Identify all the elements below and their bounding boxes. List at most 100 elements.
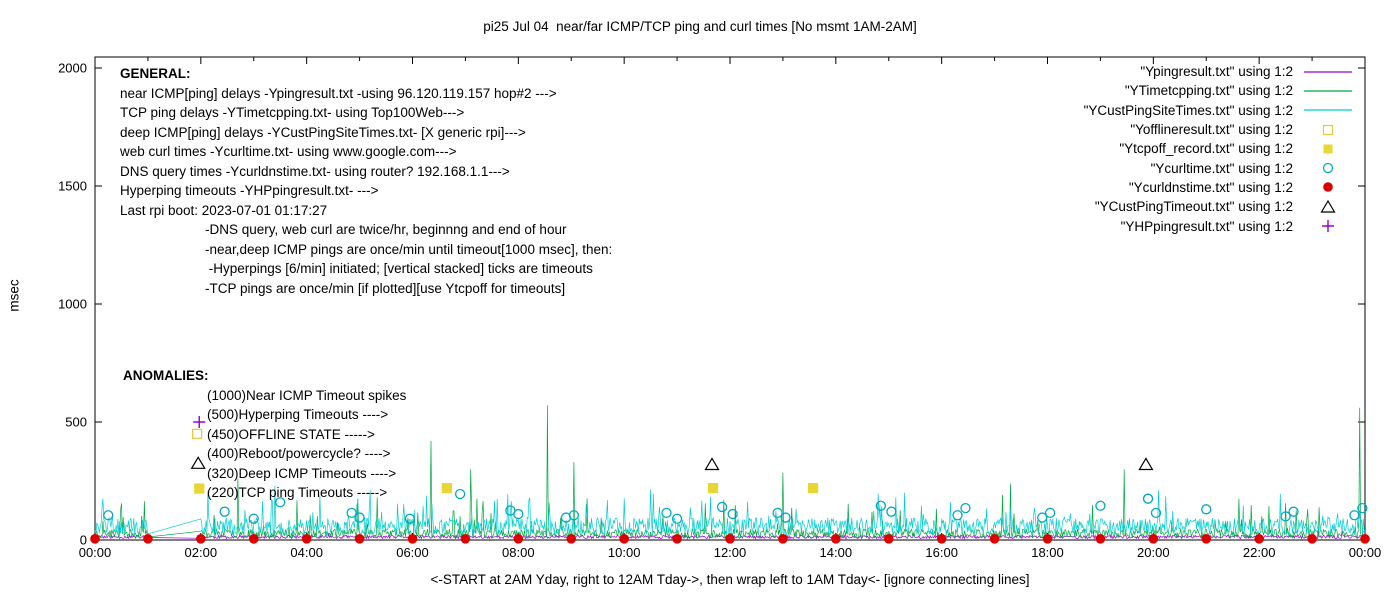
y-tick-label: 1000 (58, 297, 87, 312)
x-tick-label: 14:00 (820, 545, 853, 560)
curl-time-circle (1150, 507, 1162, 519)
anomalies-heading: ANOMALIES: (123, 368, 209, 383)
y-tick-label: 1500 (58, 179, 87, 194)
curl-time-circle (354, 512, 365, 523)
open-triangle-icon (1320, 199, 1336, 213)
general-note: -near,deep ICMP pings are once/min until… (205, 241, 613, 257)
anomaly-deep-icmp-triangle (190, 456, 206, 469)
curl-time-circle (1095, 500, 1106, 511)
dns-time-dot (1148, 534, 1159, 544)
plus-icon (1322, 220, 1334, 233)
dns-time-dot (566, 534, 577, 544)
legend-item: "YCustPingSiteTimes.txt" using 1:2 (1084, 101, 1356, 120)
curl-time-circle (952, 510, 963, 521)
anomaly-hyperping-plus (193, 416, 206, 428)
curl-time-circle (772, 507, 783, 519)
curl-time-circle (1037, 512, 1048, 523)
dns-time-dot (143, 534, 153, 544)
x-tick-label: 02:00 (185, 545, 218, 560)
tcpoff-square (441, 482, 452, 494)
anomaly-line: (1000)Near ICMP Timeout spikes (207, 387, 407, 403)
curl-time-circle (671, 513, 683, 524)
legend-item: "Yofflineresult.txt" using 1:2 (1084, 120, 1356, 139)
dns-time-dot (460, 534, 471, 544)
legend-label: "Ypingresult.txt" using 1:2 (1140, 64, 1293, 80)
dns-time-dot (354, 534, 365, 544)
legend-label: "YCustPingSiteTimes.txt" using 1:2 (1083, 102, 1293, 118)
dns-time-dot (936, 534, 947, 544)
curl-time-circle (716, 501, 728, 513)
curl-time-circle (780, 512, 791, 523)
dns-time-dot (1095, 534, 1106, 544)
dns-time-dot (989, 534, 1000, 544)
x-axis-label: <-START at 2AM Yday, right to 12AM Tday-… (430, 572, 1030, 587)
series-line-YTimetcpping (94, 405, 1366, 539)
curl-time-circle (1201, 504, 1212, 515)
x-tick-label: 08:00 (502, 545, 535, 560)
anomaly-offline-open-square (192, 428, 203, 439)
dns-time-dot (1360, 534, 1370, 544)
tcpoff-square (707, 482, 719, 494)
anomaly-tcpoff-square (194, 483, 205, 494)
curl-time-circle (219, 506, 230, 517)
general-line: deep ICMP[ping] delays -YCustPingSiteTim… (120, 124, 526, 140)
curl-time-circle (727, 508, 738, 520)
x-tick-label: 00:00 (1349, 545, 1382, 560)
general-line: web curl times -Ycurltime.txt- using www… (120, 144, 457, 159)
general-line: Hyperping timeouts -YHPpingresult.txt- -… (120, 183, 379, 198)
dns-time-dot (883, 534, 894, 544)
dns-time-dot (672, 534, 682, 544)
legend-item: "YCustPingTimeout.txt" using 1:2 (1084, 197, 1356, 216)
curl-time-circle (275, 497, 286, 508)
x-tick-label: 10:00 (608, 545, 641, 560)
deep-icmp-timeout-triangle (704, 457, 720, 471)
legend-item: "Ycurltime.txt" using 1:2 (1084, 158, 1356, 177)
line-icon (1304, 109, 1352, 111)
x-tick-label: 22:00 (1243, 545, 1276, 560)
y-axis-label: msec (6, 279, 22, 312)
dns-time-dot (619, 534, 629, 544)
curl-time-circle (1044, 507, 1056, 519)
legend-label: "Yofflineresult.txt" using 1:2 (1130, 122, 1293, 138)
general-line: Last rpi boot: 2023-07-01 01:17:27 (120, 202, 328, 218)
curl-time-circle (1288, 506, 1299, 517)
filled-square-icon (1323, 144, 1333, 154)
dns-time-dot (1201, 534, 1212, 544)
dns-time-dot (513, 534, 524, 544)
y-tick-label: 500 (65, 415, 87, 430)
general-line: DNS query times -Ycurldnstime.txt- using… (120, 163, 510, 179)
chart-title: pi25 Jul 04 near/far ICMP/TCP ping and c… (483, 19, 917, 34)
curl-time-circle (1142, 493, 1154, 504)
curl-time-circle (1357, 502, 1368, 514)
general-note: -TCP pings are once/min [if plotted][use… (205, 280, 566, 296)
curl-time-circle (346, 507, 357, 519)
curl-time-circle (1280, 511, 1291, 522)
anomaly-line: (450)OFFLINE STATE -----> (207, 426, 375, 442)
legend: "Ypingresult.txt" using 1:2 "YTimetcpping… (1084, 62, 1356, 236)
dns-time-dot (1307, 534, 1317, 544)
curl-time-circle (568, 510, 580, 521)
x-tick-label: 06:00 (396, 545, 429, 560)
curl-time-circle (886, 506, 897, 517)
legend-label: "YHPpingresult.txt" using 1:2 (1120, 218, 1293, 234)
curl-time-circle (248, 513, 259, 524)
tcpoff-square (807, 482, 819, 494)
legend-label: "Ycurltime.txt" using 1:2 (1150, 160, 1293, 176)
x-tick-label: 04:00 (290, 545, 323, 560)
curl-time-circle (103, 510, 114, 521)
series-line-YCustPingSiteTimes (94, 485, 1366, 536)
legend-item: "Ytcpoff_record.txt" using 1:2 (1084, 139, 1356, 158)
x-tick-label: 12:00 (714, 545, 747, 560)
x-tick-label: 18:00 (1031, 545, 1064, 560)
anomaly-line: (500)Hyperping Timeouts ----> (207, 407, 389, 422)
anomaly-line: (220)TCP ping Timeouts -----> (207, 485, 388, 500)
curl-time-circle (960, 502, 971, 514)
x-tick-label: 20:00 (1137, 545, 1170, 560)
anomaly-annotations: ANOMALIES: (1000)Near ICMP Timeout spikes… (123, 366, 406, 503)
anomaly-line: (400)Reboot/powercycle? ----> (207, 446, 391, 461)
legend-label: "YTimetcpping.txt" using 1:2 (1124, 83, 1293, 99)
dns-time-dot (407, 534, 418, 544)
anomaly-line: (320)Deep ICMP Timeouts ----> (207, 465, 397, 481)
